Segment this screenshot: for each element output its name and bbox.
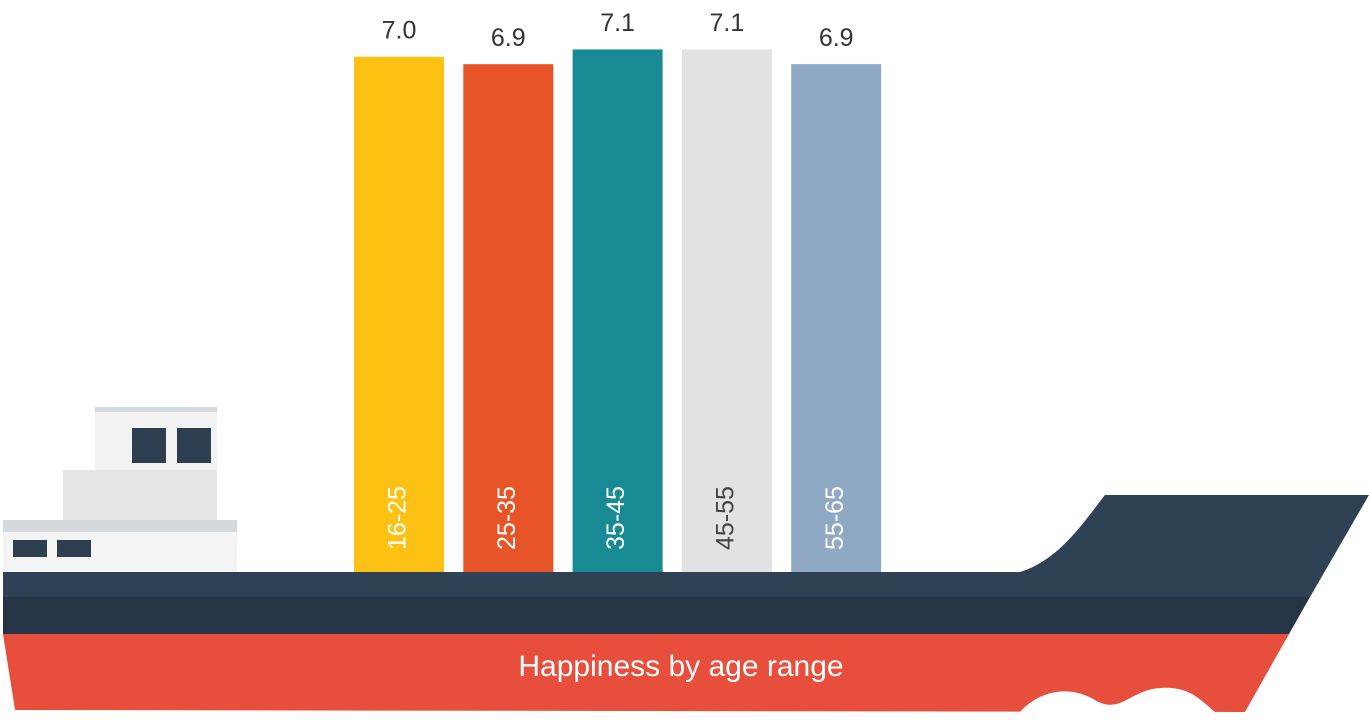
bar [463, 64, 554, 572]
value-label: 7.1 [710, 9, 745, 37]
ship [3, 407, 1369, 712]
hull-middle [3, 597, 1310, 634]
wave [1020, 687, 1215, 712]
hull-bottom [3, 634, 1289, 712]
cabin-roof [95, 407, 217, 412]
value-label: 6.9 [819, 24, 854, 52]
bar [354, 56, 444, 573]
category-label: 35-45 [602, 486, 630, 550]
value-label: 6.9 [491, 24, 526, 52]
window [13, 540, 47, 557]
bar [681, 49, 772, 572]
window [57, 540, 91, 557]
chart-title: Happiness by age range [518, 650, 843, 683]
category-label: 45-55 [712, 486, 740, 550]
cabin-middle [63, 470, 217, 520]
category-label: 55-65 [821, 486, 849, 550]
category-label: 16-25 [384, 486, 412, 550]
value-label: 7.1 [600, 9, 635, 37]
window [132, 428, 166, 463]
bar [791, 64, 882, 572]
deck-stripe [3, 520, 237, 532]
bar [572, 49, 663, 572]
window [177, 428, 211, 463]
hull-top [3, 495, 1369, 597]
value-label: 7.0 [382, 16, 417, 44]
category-label: 25-35 [493, 486, 521, 550]
